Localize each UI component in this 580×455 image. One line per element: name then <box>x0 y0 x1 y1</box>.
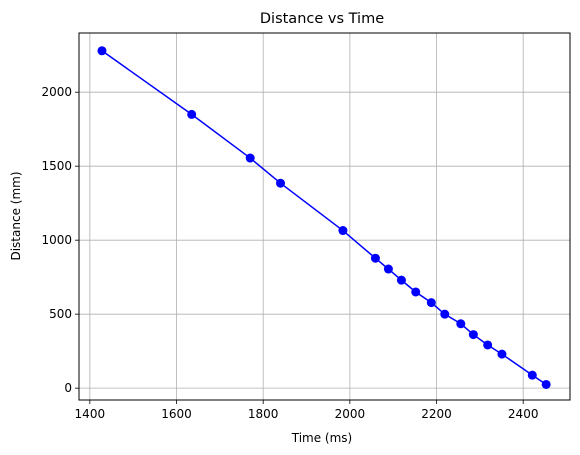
data-point <box>440 309 450 319</box>
y-tick-label: 1000 <box>41 233 72 247</box>
chart-title: Distance vs Time <box>260 11 384 27</box>
data-point <box>276 178 286 188</box>
x-tick-label: 2000 <box>335 407 366 421</box>
data-point <box>497 349 507 359</box>
x-tick-label: 1600 <box>161 407 192 421</box>
data-point <box>383 264 393 274</box>
y-tick-label: 0 <box>64 381 72 395</box>
data-point <box>456 319 466 329</box>
data-point <box>97 46 107 56</box>
data-point <box>411 287 421 297</box>
data-point <box>187 109 197 119</box>
data-point <box>541 379 551 389</box>
x-tick-label: 2400 <box>508 407 539 421</box>
data-point <box>426 298 436 308</box>
x-tick-label: 2200 <box>421 407 452 421</box>
data-point <box>338 226 348 236</box>
series-line <box>101 50 547 386</box>
y-tick-label: 1500 <box>41 159 72 173</box>
y-tick-label: 2000 <box>41 85 72 99</box>
plot-frame <box>78 32 571 401</box>
x-tick-label: 1800 <box>248 407 279 421</box>
x-tick-label: 1400 <box>75 407 106 421</box>
data-point <box>396 275 406 285</box>
data-point <box>483 340 493 350</box>
y-axis: 0 500 1000 1500 2000 <box>41 85 79 395</box>
y-tick-label: 500 <box>49 307 72 321</box>
y-axis-label: Distance (mm) <box>9 171 23 260</box>
data-point <box>527 370 537 380</box>
data-point <box>468 330 478 340</box>
data-point <box>245 153 255 163</box>
x-axis-label: Time (ms) <box>291 431 353 445</box>
data-point <box>370 253 380 263</box>
x-axis: 1400 1600 1800 2000 2200 2400 <box>75 400 539 421</box>
series-layer <box>97 46 551 389</box>
